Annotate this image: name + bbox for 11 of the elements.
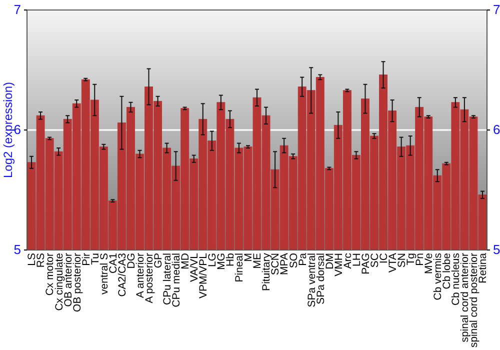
x-tick-label: RS <box>35 253 48 268</box>
y-axis-title: Log2 (expression) <box>1 82 15 178</box>
x-tick-label: CPu medial <box>170 253 182 308</box>
y-tick-label: 7 <box>14 2 21 18</box>
y2-tick-label: 7 <box>493 2 500 18</box>
x-tick-label: MVe <box>423 252 436 274</box>
y-tick-label: 6 <box>14 122 21 138</box>
y2-tick-label: 5 <box>493 242 500 258</box>
y2-tick-label: 6 <box>493 122 500 138</box>
y-tick-label: 5 <box>14 242 21 258</box>
x-tick-label: Tg <box>405 252 418 266</box>
